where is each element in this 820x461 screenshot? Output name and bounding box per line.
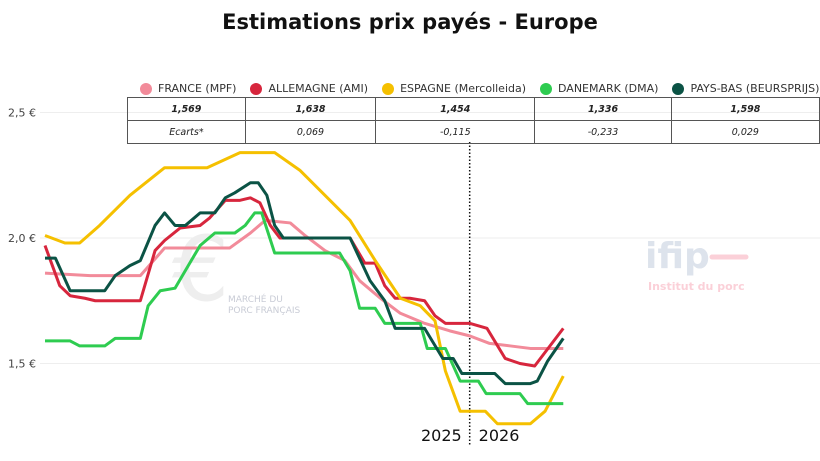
y-tick-label: 1,5 €: [8, 358, 36, 371]
legend-dot-icon: [672, 82, 685, 95]
y-tick-label: 2,0 €: [8, 232, 36, 245]
legend-dot-icon: [140, 82, 152, 95]
table-cell-ecart: 0,069: [244, 120, 377, 144]
mpf-watermark: PORC FRANÇAIS: [228, 306, 301, 316]
series-line-allemagne: [43, 196, 565, 368]
table-cell-value: 1,336: [534, 97, 672, 121]
chart-title: Estimations prix payés - Europe: [222, 10, 598, 34]
table-cell-ecart: Ecarts*: [127, 120, 246, 144]
series-line-danemark: [45, 211, 564, 406]
table-cell-value: 1,569: [127, 97, 246, 121]
euro-watermark-icon: €: [172, 217, 229, 322]
year-label: 2025: [421, 426, 462, 445]
price-table: 1,569 1,638 1,454 1,336 1,598 Ecarts* 0,069 -0…: [127, 97, 820, 144]
series-line-espagne: [44, 151, 565, 426]
year-label: 2026: [479, 426, 520, 445]
legend-dot-icon: [382, 82, 395, 95]
legend-label: ESPAGNE (Mercolleida): [400, 82, 527, 95]
legend: FRANCE (MPF) ALLEMAGNE (AMI) ESPAGNE (Merc…: [140, 82, 820, 95]
legend-item[interactable]: ESPAGNE (Mercolleida): [382, 82, 526, 95]
legend-label: DANEMARK (DMA): [558, 82, 659, 95]
legend-label: PAYS-BAS (BEURSPRIJS): [690, 82, 820, 95]
legend-item[interactable]: PAYS-BAS (BEURSPRIJS): [672, 82, 819, 95]
table-cell-value: 1,638: [244, 97, 377, 121]
legend-label: ALLEMAGNE (AMI): [268, 82, 369, 95]
table-cell-value: 1,598: [670, 97, 820, 121]
legend-dot-icon: [540, 82, 553, 95]
legend-item[interactable]: DANEMARK (DMA): [540, 82, 658, 95]
table-cell-ecart: 0,029: [670, 120, 820, 144]
y-tick-label: 2,5 €: [8, 107, 36, 120]
table-cell-ecart: -0,233: [534, 120, 672, 144]
series-line-pays-bas: [45, 181, 565, 386]
table-cell-ecart: -0,115: [375, 120, 536, 144]
legend-item[interactable]: FRANCE (MPF): [140, 82, 236, 95]
legend-label: FRANCE (MPF): [158, 82, 237, 95]
mpf-watermark: MARCHÉ DU: [228, 293, 283, 305]
legend-dot-icon: [250, 82, 263, 95]
table-row-values: 1,569 1,638 1,454 1,336 1,598: [127, 97, 820, 121]
ifip-subtitle: Institut du porc: [648, 280, 745, 293]
table-cell-value: 1,454: [375, 97, 536, 121]
table-row-ecarts: Ecarts* 0,069 -0,115 -0,233 0,029: [127, 120, 820, 144]
ifip-logo: ifip: [645, 236, 710, 277]
legend-item[interactable]: ALLEMAGNE (AMI): [250, 82, 368, 95]
